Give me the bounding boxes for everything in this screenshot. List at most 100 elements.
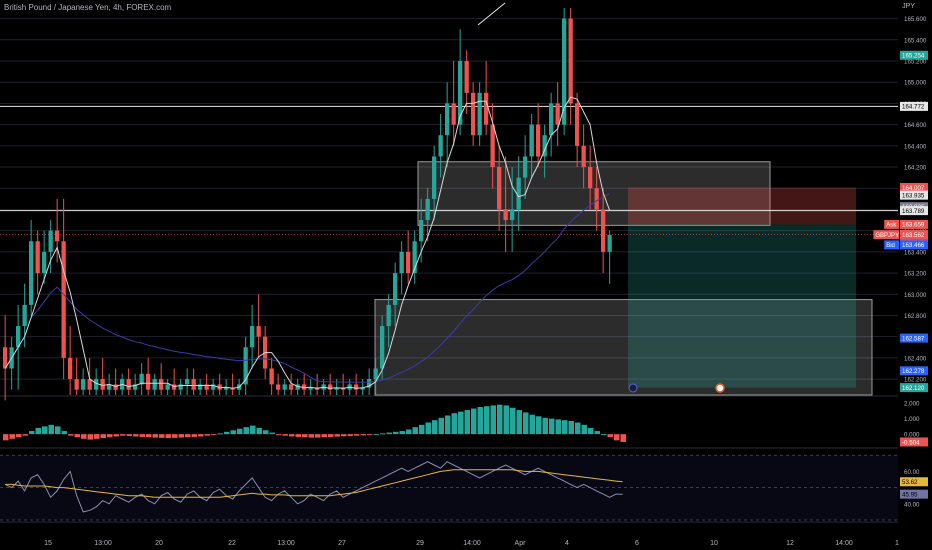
candle-body <box>581 145 586 168</box>
oscillator-bar <box>87 434 93 440</box>
price-label-box <box>900 50 928 60</box>
oscillator-bar <box>55 426 61 435</box>
time-axis[interactable]: 15 13:00 20 22 13:00 27 29 14:00 Apr 4 6 10 12 14:00 1 <box>44 540 899 547</box>
candle-body <box>536 124 541 157</box>
oscillator-bar <box>172 434 178 438</box>
candle-body <box>393 273 398 305</box>
candle-body <box>289 384 294 390</box>
oscillator-bar <box>263 430 269 435</box>
oscillator-bar <box>61 431 67 435</box>
candle-body <box>490 124 495 168</box>
oscillator-bar <box>217 433 223 435</box>
price-tick-label: 165.400 <box>904 37 927 44</box>
oscillator-bar <box>16 434 22 438</box>
oscillator-bar <box>29 431 35 435</box>
oscillator-bar <box>354 434 360 436</box>
candle-body <box>360 387 365 390</box>
oscillator-bar <box>256 427 262 435</box>
candle-body <box>126 379 131 390</box>
rsi-value-box <box>900 477 928 487</box>
candle-body <box>484 92 489 125</box>
oscillator-bar <box>276 434 282 436</box>
price-axis[interactable]: 165.600165.400165.200165.000164.800164.6… <box>873 0 932 550</box>
price-axis-background <box>898 0 932 550</box>
candle-body <box>334 387 339 390</box>
candle-body <box>133 384 138 390</box>
time-tick-label: 12 <box>786 540 794 547</box>
price-label-box <box>900 206 928 216</box>
candle-body <box>555 103 560 125</box>
oscillator-bar <box>133 434 139 437</box>
symbol-title: British Pound / Japanese Yen, 4h, FOREX.… <box>4 3 172 12</box>
candle-body <box>601 209 606 252</box>
candle-body <box>159 379 164 390</box>
price-tick-label: 165.000 <box>904 80 927 87</box>
rsi-value-text: 45.95 <box>902 491 918 498</box>
oscillator-bar <box>360 434 366 436</box>
oscillator-bar <box>607 434 613 438</box>
time-tick-label: 13:00 <box>94 540 112 547</box>
oscillator-bar <box>178 434 184 438</box>
candle-body <box>425 198 430 221</box>
oscillator-bar <box>438 417 444 435</box>
candle-body <box>191 379 196 390</box>
oscillator-bar <box>48 424 54 435</box>
time-tick-label: 1 <box>895 540 899 547</box>
candle-body <box>256 326 261 337</box>
candle-body <box>269 368 274 385</box>
candle-body <box>139 373 144 385</box>
oscillator-pane <box>3 404 626 442</box>
candle-body <box>607 234 612 252</box>
price-tag-text: Bid <box>886 243 895 249</box>
oscillator-bar <box>289 434 295 437</box>
oscillator-bar <box>386 432 392 435</box>
oscillator-bar <box>620 434 626 442</box>
oscillator-bar <box>562 420 568 435</box>
time-tick-label: 22 <box>228 540 236 547</box>
candle-body <box>217 384 222 390</box>
time-tick-label: 29 <box>416 540 424 547</box>
candle-body <box>399 251 404 274</box>
oscillator-bar <box>445 415 451 435</box>
oscillator-bar <box>419 424 425 435</box>
time-tick-label: 27 <box>338 540 346 547</box>
candle-body <box>48 230 53 252</box>
oscillator-bar <box>165 434 171 439</box>
candle-body <box>185 379 190 385</box>
oscillator-bar <box>250 425 256 435</box>
oscillator-bar <box>302 434 308 438</box>
oscillator-bar <box>100 434 106 439</box>
stop-loss-zone <box>628 187 856 225</box>
oscillator-bar <box>497 404 503 435</box>
oscillator-bar <box>380 433 386 435</box>
oscillator-bar <box>107 434 113 438</box>
oscillator-bar <box>341 434 347 437</box>
time-tick-label: 14:00 <box>835 540 853 547</box>
oscillator-tick-label: 2.000 <box>904 401 920 408</box>
price-label-text: 162.278 <box>902 368 925 375</box>
zone-rectangle <box>417 161 771 226</box>
oscillator-bar <box>120 434 126 436</box>
candle-body <box>432 156 437 199</box>
position-tool[interactable] <box>628 187 856 388</box>
fast-moving-average-line <box>4 96 611 389</box>
rsi-pane <box>0 454 898 521</box>
oscillator-bar <box>126 434 132 436</box>
oscillator-bar <box>425 422 431 435</box>
candle-body <box>35 241 40 274</box>
price-label-text: 164.007 <box>902 185 925 192</box>
event-flag-icon <box>715 383 725 393</box>
rsi-value-text: 53.62 <box>902 479 918 486</box>
candle-body <box>282 384 287 390</box>
event-marks[interactable] <box>477 2 725 393</box>
price-tick-label: 163.200 <box>904 271 927 278</box>
oscillator-bar <box>575 422 581 435</box>
oscillator-bar <box>113 434 119 437</box>
oscillator-bar <box>406 429 412 435</box>
price-label-box <box>900 101 928 111</box>
price-tick-label: 164.400 <box>904 143 927 150</box>
oscillator-bar <box>204 434 210 436</box>
price-tick-label: 165.600 <box>904 16 927 23</box>
oscillator-bar <box>588 427 594 435</box>
